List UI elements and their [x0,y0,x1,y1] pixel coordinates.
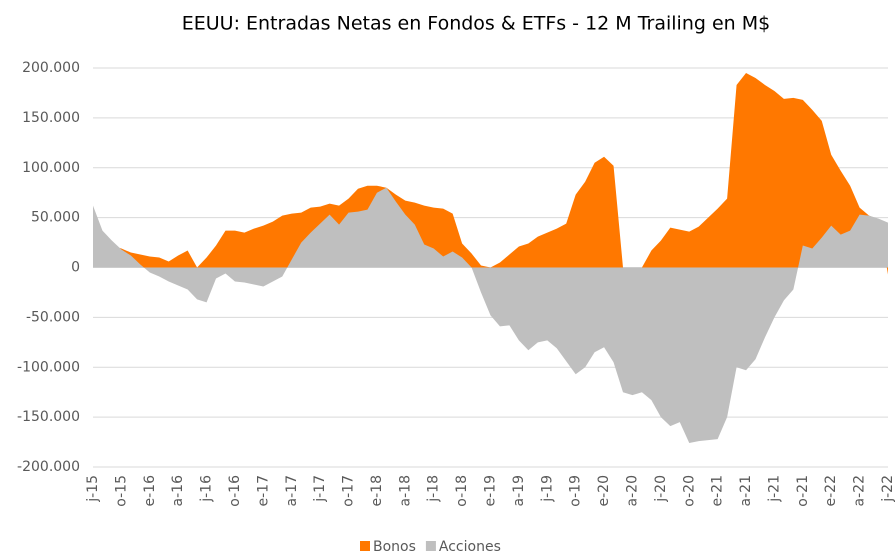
x-tick-label: e-20 [596,475,612,506]
y-tick-label: -150.000 [17,409,80,425]
legend-swatch [360,541,370,551]
y-tick-label: -100.000 [17,359,80,375]
x-tick-label: e-17 [255,475,271,506]
chart-title: EEUU: Entradas Netas en Fondos & ETFs - … [182,13,770,35]
x-tick-label: o-19 [568,475,584,507]
legend-swatch [425,541,436,551]
y-tick-label: -200.000 [17,459,80,475]
x-tick-label: o-17 [341,475,357,507]
x-tick-label: a-19 [511,475,527,506]
x-tick-label: o-16 [227,475,243,507]
x-tick-label: e-19 [483,475,499,506]
y-tick-label: 0 [71,260,80,276]
x-tick-label: a-17 [284,475,300,506]
y-tick-label: -50.000 [26,309,80,325]
area [93,187,888,444]
x-tick-label: o-21 [795,475,811,507]
x-tick-label: j-19 [539,475,555,503]
x-tick-label: o-20 [681,475,697,507]
x-tick-label: j-20 [653,475,669,503]
x-tick-label: o-18 [454,475,470,507]
x-tick-label: a-16 [170,475,186,507]
x-tick-label: o-15 [113,475,129,507]
x-tick-label: a-21 [738,475,754,506]
x-tick-label: a-18 [397,475,413,506]
y-tick-label: 200.000 [22,60,80,76]
x-tick-label: j-16 [199,475,215,503]
y-tick-label: 150.000 [22,110,80,126]
x-tick-label: a-20 [624,475,640,506]
x-tick-label: e-16 [142,475,158,507]
x-tick-label: j-15 [85,475,101,503]
x-tick-label: e-21 [710,475,726,506]
x-tick-label: j-22 [880,475,895,503]
y-tick-label: 100.000 [22,160,80,176]
legend-label: Acciones [439,539,501,555]
x-tick-label: e-22 [823,475,839,506]
y-tick-label: 50.000 [31,210,80,226]
area [93,72,888,275]
x-tick-label: j-17 [312,475,328,503]
x-tick-label: j-21 [766,475,782,503]
x-tick-label: e-18 [369,475,385,506]
legend-label: Bonos [373,539,416,555]
x-tick-label: j-18 [426,475,442,503]
x-tick-label: a-22 [852,475,868,506]
